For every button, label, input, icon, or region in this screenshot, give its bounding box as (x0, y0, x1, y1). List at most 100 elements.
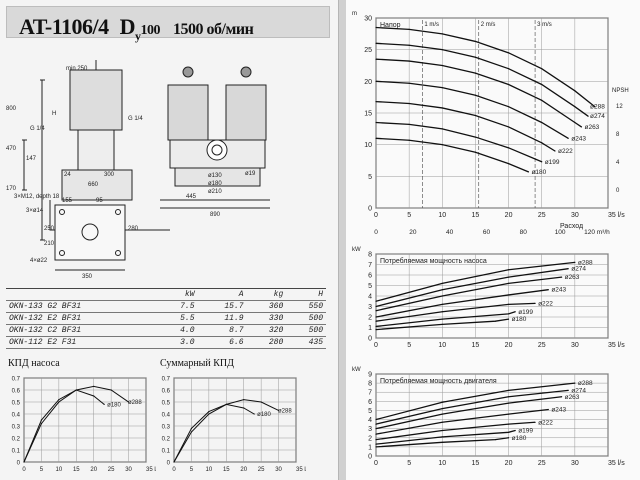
data-point (375, 325, 377, 328)
series-label: ø180 (107, 402, 121, 408)
eff-title: КПД насоса (8, 358, 60, 369)
y-tick-label: 3 (368, 426, 372, 433)
dn-sub: y (135, 29, 141, 43)
spec-header-a: A (197, 288, 247, 301)
x-tick-label: 10 (438, 460, 446, 467)
dim-800: 800 (6, 106, 17, 112)
table-row: OKN-132 E2 BF31 5.5 11.9 330 500 (6, 312, 326, 325)
table-cell: OKN-132 C2 BF31 (6, 324, 158, 337)
series-line (375, 42, 589, 117)
table-cell: 7.5 (157, 300, 198, 313)
total-eff-title: Суммарный КПД (160, 358, 234, 369)
data-point (441, 289, 443, 291)
y-tick-label: 10 (364, 142, 372, 149)
data-point (567, 389, 569, 391)
series-label: ø199 (545, 159, 560, 166)
series-label: ø222 (538, 300, 553, 307)
data-point (208, 413, 210, 415)
data-point (527, 171, 530, 173)
y-tick-label: 0.5 (162, 401, 171, 407)
dim-280: 280 (128, 226, 139, 232)
motor-left (167, 84, 209, 141)
y-tick-label: 0.6 (162, 389, 171, 395)
series-label: ø288 (578, 259, 593, 266)
table-cell: 11.9 (197, 312, 247, 325)
x-tick-label: 10 (438, 212, 446, 219)
data-point (93, 395, 95, 397)
series-line (375, 80, 569, 139)
series-line (375, 121, 542, 163)
series-label: ø180 (531, 169, 546, 176)
x2-tick-label: 0 (374, 229, 378, 236)
x-tick-label: 5 (407, 212, 411, 219)
y-tick-label: 0.5 (12, 401, 21, 407)
series-line (375, 302, 536, 322)
data-point (474, 56, 477, 58)
data-point (93, 385, 95, 387)
x2-tick-label: 100 (555, 229, 566, 236)
velocity-label: 3 m/s (537, 22, 552, 28)
series-line (173, 403, 255, 463)
data-point (441, 49, 443, 51)
data-point (243, 407, 245, 409)
data-point (441, 33, 443, 35)
y-tick-label: 0 (368, 454, 372, 461)
data-point (441, 107, 443, 109)
data-point (474, 114, 477, 117)
table-cell: 8.7 (197, 324, 247, 337)
dim-h: H (52, 111, 56, 117)
series-label: ø180 (257, 412, 271, 418)
dim-300: 300 (104, 172, 115, 178)
data-point (507, 126, 510, 128)
x-tick-label: 20 (90, 467, 97, 473)
table-cell: 6.6 (197, 336, 247, 349)
data-point (580, 126, 583, 128)
series-label: ø222 (558, 148, 573, 155)
data-point (541, 142, 543, 144)
data-point (474, 136, 477, 138)
x-tick-label: 25 (108, 467, 115, 473)
page-divider (338, 0, 347, 480)
data-point (547, 289, 549, 291)
dim-660: 660 (88, 182, 99, 188)
x-tick-label: 35 l/s (296, 467, 306, 473)
table-cell: OKN-132 E2 BF31 (6, 312, 158, 325)
x-tick-label: 15 (472, 212, 480, 219)
y-tick-label: 4 (368, 294, 372, 301)
data-point (253, 413, 255, 415)
dim-350: 350 (82, 274, 93, 280)
data-point (507, 68, 510, 70)
data-point (408, 44, 410, 46)
npsh-tick-label: 8 (616, 132, 620, 138)
spec-header-h: H (286, 288, 326, 301)
y-tick-label: 0.6 (12, 389, 21, 395)
x-tick-label: 5 (407, 342, 411, 349)
y-tick-label: 0.1 (12, 449, 21, 455)
dim-3x14: 3×ø14 (26, 208, 44, 214)
table-cell: 500 (286, 312, 326, 325)
data-point (507, 269, 510, 271)
data-point (441, 421, 443, 423)
y-tick-label: 5 (368, 408, 372, 415)
data-point (408, 60, 410, 62)
velocity-label: 2 m/s (481, 22, 496, 28)
data-point (103, 403, 105, 405)
x-tick-label: 30 (571, 460, 579, 467)
data-point (541, 83, 543, 86)
data-point (507, 431, 510, 433)
data-point (474, 151, 477, 153)
data-point (375, 433, 377, 435)
dim-155: 155 (62, 198, 73, 204)
data-point (127, 401, 130, 403)
series-label: ø274 (571, 387, 586, 394)
series-label: ø180 (512, 316, 527, 323)
x2-tick-label: 20 (409, 229, 417, 236)
y-tick-label: 6 (368, 273, 372, 280)
data-point (494, 320, 496, 322)
spec-header-row: kW A kg H (6, 288, 326, 301)
series-label: ø263 (565, 394, 580, 401)
y-tick-label: 25 (364, 47, 372, 54)
data-point (441, 323, 443, 325)
data-point (507, 294, 510, 296)
table-row: OKN-132 C2 BF31 4.0 8.7 320 500 (6, 324, 326, 337)
